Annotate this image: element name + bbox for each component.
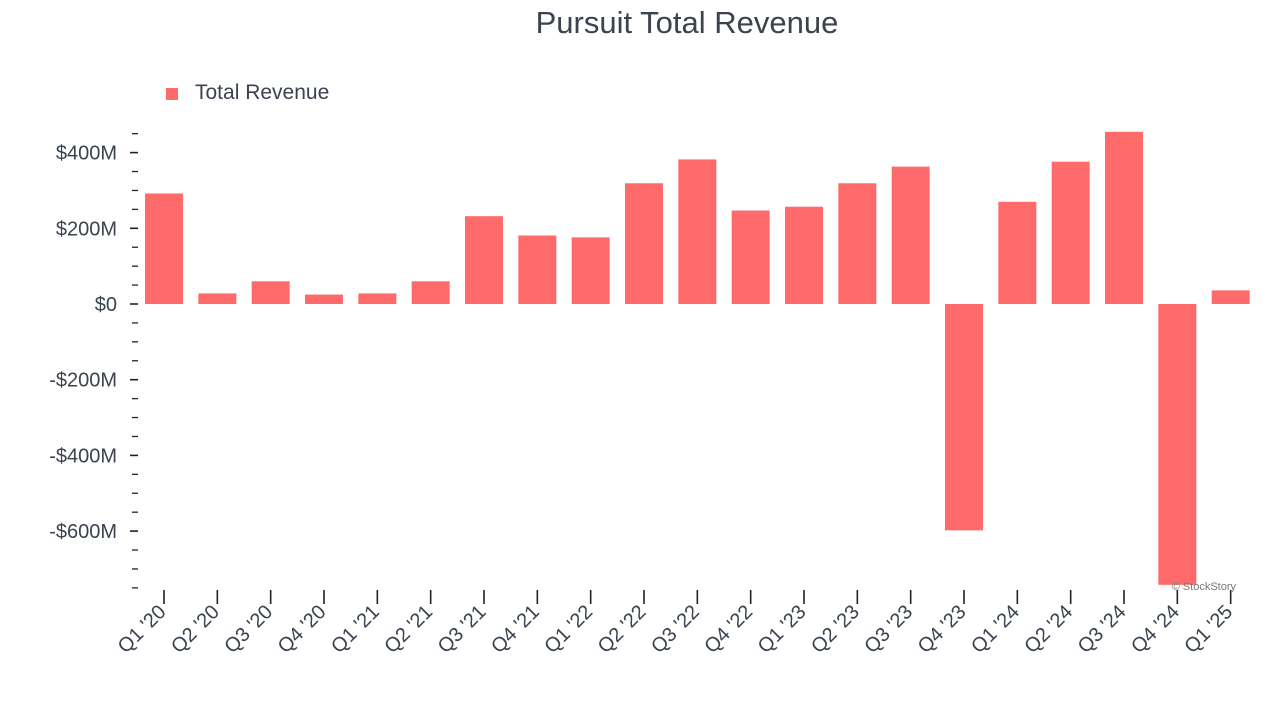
x-tick-label: Q3 '24 bbox=[1074, 601, 1131, 658]
bar bbox=[518, 235, 557, 304]
legend: Total Revenue bbox=[166, 81, 329, 104]
bar bbox=[145, 193, 183, 304]
bar bbox=[1051, 161, 1090, 304]
x-tick-label: Q4 '20 bbox=[274, 601, 331, 658]
x-tick-label: Q1 '24 bbox=[967, 601, 1024, 658]
x-tick-label: Q4 '24 bbox=[1127, 601, 1184, 658]
bar bbox=[998, 201, 1037, 304]
x-tick-label: Q1 '20 bbox=[114, 601, 171, 658]
bar bbox=[1211, 290, 1250, 304]
x-tick-label: Q2 '21 bbox=[380, 601, 437, 658]
x-tick-label: Q2 '22 bbox=[594, 601, 651, 658]
x-tick-label: Q1 '25 bbox=[1180, 601, 1237, 658]
x-tick-label: Q1 '23 bbox=[754, 601, 811, 658]
bar bbox=[251, 281, 290, 304]
bar bbox=[305, 294, 343, 304]
bar bbox=[731, 210, 770, 304]
chart-title: Pursuit Total Revenue bbox=[536, 5, 839, 40]
x-tick-label: Q2 '20 bbox=[167, 601, 224, 658]
bar bbox=[838, 183, 877, 304]
x-tick-label: Q1 '22 bbox=[540, 601, 597, 658]
x-tick-label: Q3 '21 bbox=[434, 601, 491, 658]
x-tick-label: Q3 '22 bbox=[647, 601, 704, 658]
x-tick-label: Q1 '21 bbox=[327, 601, 384, 658]
legend-swatch bbox=[166, 88, 178, 100]
legend-label: Total Revenue bbox=[195, 81, 329, 104]
x-tick-label: Q3 '20 bbox=[220, 601, 277, 658]
bar bbox=[785, 206, 823, 304]
bar bbox=[571, 237, 610, 304]
y-tick-label: -$400M bbox=[49, 445, 117, 467]
bar bbox=[945, 304, 983, 531]
bar bbox=[465, 216, 503, 304]
bar bbox=[625, 183, 663, 304]
x-tick-label: Q4 '23 bbox=[914, 601, 971, 658]
bar bbox=[1105, 131, 1143, 304]
y-tick-label: -$600M bbox=[49, 521, 117, 543]
y-tick-label: $400M bbox=[56, 143, 117, 165]
bar bbox=[358, 293, 397, 304]
x-tick-label: Q4 '21 bbox=[487, 601, 544, 658]
bars bbox=[145, 131, 1250, 585]
bar bbox=[1158, 304, 1197, 585]
x-tick-label: Q3 '23 bbox=[860, 601, 917, 658]
x-tick-label: Q4 '22 bbox=[700, 601, 757, 658]
bar bbox=[891, 166, 930, 304]
x-tick-label: Q2 '24 bbox=[1020, 601, 1077, 658]
watermark: © StockStory bbox=[1172, 581, 1237, 593]
y-tick-label: -$200M bbox=[49, 370, 117, 392]
y-tick-label: $200M bbox=[56, 218, 117, 240]
bar bbox=[678, 159, 717, 304]
bar bbox=[411, 281, 450, 304]
y-tick-label: $0 bbox=[95, 294, 117, 316]
bar bbox=[198, 293, 237, 304]
y-axis: $400M $200M $0 -$200M -$400M -$600M bbox=[49, 133, 138, 589]
x-tick-label: Q2 '23 bbox=[807, 601, 864, 658]
